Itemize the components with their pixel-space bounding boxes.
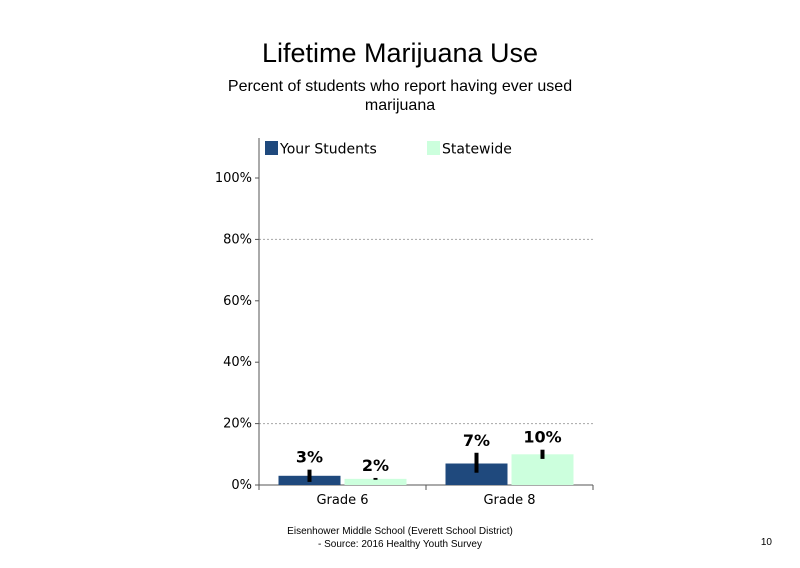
y-tick-label: 40% xyxy=(223,355,252,370)
bar xyxy=(511,454,574,485)
y-tick-label: 60% xyxy=(223,294,252,309)
legend-label: Your Students xyxy=(279,142,377,158)
y-tick-label: 0% xyxy=(231,478,252,493)
data-label: 10% xyxy=(523,428,561,447)
data-label: 3% xyxy=(296,448,323,467)
data-label: 7% xyxy=(463,431,490,450)
footer-school: Eisenhower Middle School (Everett School… xyxy=(287,526,513,537)
legend-swatch xyxy=(265,141,278,155)
source-footer: Eisenhower Middle School (Everett School… xyxy=(200,525,600,551)
bar xyxy=(445,463,508,485)
legend-swatch xyxy=(427,141,440,155)
footer-source: - Source: 2016 Healthy Youth Survey xyxy=(318,539,482,550)
chart-title: Lifetime Marijuana Use xyxy=(261,38,539,68)
y-tick-label: 100% xyxy=(215,171,252,186)
y-tick-label: 20% xyxy=(223,417,252,432)
y-tick-label: 80% xyxy=(223,232,252,247)
chart-subtitle: Percent of students who report having ev… xyxy=(227,78,573,114)
data-label: 2% xyxy=(362,456,389,475)
bar xyxy=(344,478,407,485)
x-tick-label: Grade 8 xyxy=(483,493,535,508)
page-number: 10 xyxy=(760,537,772,548)
legend-label: Statewide xyxy=(442,142,512,158)
x-tick-label: Grade 6 xyxy=(316,493,368,508)
